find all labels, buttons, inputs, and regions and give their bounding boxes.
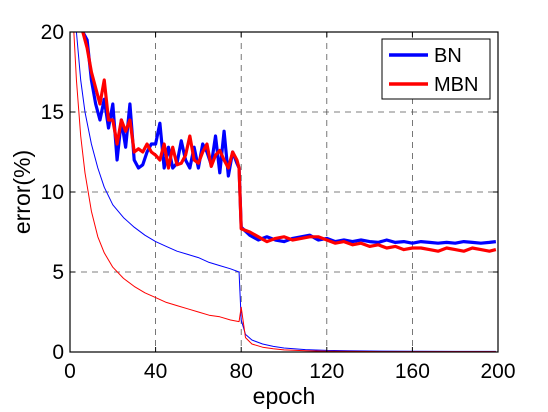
series-line-mbn-test	[81, 32, 497, 253]
legend-label-bn: BN	[434, 45, 462, 67]
x-tick-label: 40	[144, 360, 167, 383]
y-tick-label: 10	[41, 181, 64, 204]
series-line-bn-train	[75, 32, 496, 352]
series-lines	[73, 32, 497, 352]
x-axis-label: epoch	[253, 383, 316, 409]
x-tick-label: 80	[230, 360, 253, 383]
x-tick-label: 200	[480, 360, 515, 383]
y-tick-label: 5	[52, 261, 64, 284]
x-axis-ticks: 0 40 80 120 160 200	[64, 32, 516, 383]
legend-label-mbn: MBN	[434, 74, 478, 96]
y-axis-label: error(%)	[9, 150, 35, 234]
x-tick-label: 120	[309, 360, 344, 383]
x-tick-label: 160	[395, 360, 430, 383]
y-tick-label: 0	[52, 341, 64, 364]
legend-box	[381, 38, 491, 100]
series-line-mbn-train	[73, 32, 496, 352]
y-axis-ticks: 0 5 10 15 20	[41, 21, 498, 364]
y-tick-label: 20	[41, 21, 64, 44]
y-tick-label: 15	[41, 101, 64, 124]
series-line-bn-test	[81, 32, 497, 245]
legend: BN MBN	[381, 38, 491, 100]
x-tick-label: 0	[64, 360, 76, 383]
